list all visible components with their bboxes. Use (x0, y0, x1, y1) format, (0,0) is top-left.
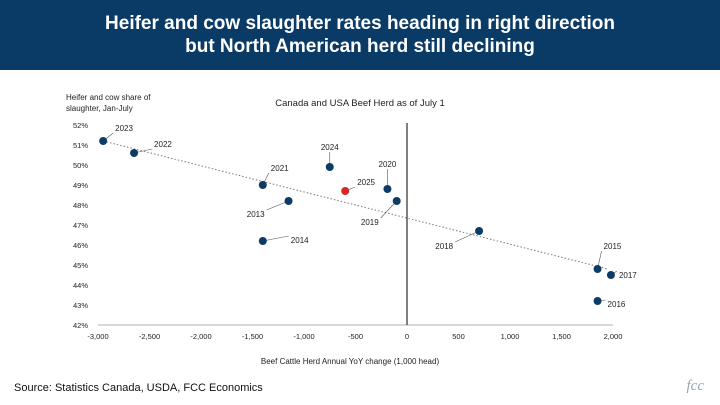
y-tick-label: 47% (73, 221, 88, 230)
data-point-2019 (392, 197, 401, 205)
x-tick-label: 0 (405, 332, 409, 341)
data-point-2020 (383, 185, 392, 193)
leader-line (262, 235, 289, 242)
x-axis-label: Beef Cattle Herd Annual YoY change (1,00… (261, 357, 440, 366)
data-point-2017 (606, 271, 615, 279)
x-tick-label: -2,000 (190, 332, 211, 341)
leader-line (454, 230, 480, 243)
x-tick-label: 2,000 (604, 332, 623, 341)
data-label-2013: 2013 (247, 210, 265, 219)
x-tick-label: 1,500 (552, 332, 571, 341)
data-label-2025: 2025 (357, 178, 375, 187)
data-point-2021 (258, 181, 267, 189)
data-point-2018 (475, 227, 484, 235)
y-tick-label: 46% (73, 241, 88, 250)
x-tick-label: -3,000 (87, 332, 108, 341)
data-label-2018: 2018 (435, 242, 453, 251)
data-point-2023 (99, 137, 108, 145)
data-label-2015: 2015 (604, 242, 622, 251)
data-point-2015 (593, 265, 602, 273)
data-point-2014 (258, 237, 267, 245)
x-tick-label: -500 (348, 332, 363, 341)
y-tick-label: 44% (73, 281, 88, 290)
data-label-2022: 2022 (154, 140, 172, 149)
data-label-2019: 2019 (361, 218, 379, 227)
page-title-line-2: but North American herd still declining (185, 36, 535, 57)
x-tick-label: 1,000 (501, 332, 520, 341)
data-label-2016: 2016 (608, 300, 626, 309)
data-point-2025 (341, 187, 350, 195)
chart-title: Canada and USA Beef Herd as of July 1 (275, 98, 445, 109)
trendline (103, 140, 608, 270)
y-tick-label: 45% (73, 261, 88, 270)
fcc-logo: fcc (686, 378, 704, 394)
y-tick-label: 48% (73, 201, 88, 210)
data-label-2024: 2024 (321, 143, 339, 152)
data-point-2024 (325, 163, 334, 171)
scatter-chart: Canada and USA Beef Herd as of July 1 He… (66, 93, 637, 366)
x-tick-label: -2,500 (139, 332, 160, 341)
data-label-2021: 2021 (271, 164, 289, 173)
y-tick-label: 42% (73, 321, 88, 330)
y-tick-label: 43% (73, 301, 88, 310)
y-axis-label-line-2: slaughter, Jan-July (66, 104, 133, 113)
data-point-2013 (284, 197, 293, 205)
data-point-2016 (593, 297, 602, 305)
y-tick-label: 51% (73, 141, 88, 150)
source-note: Source: Statistics Canada, USDA, FCC Eco… (14, 382, 263, 394)
y-tick-label: 49% (73, 181, 88, 190)
x-tick-label: -1,000 (293, 332, 314, 341)
plot-area: -3,000 -2,500 -2,000 -1,500 -1,000 -500 0 500 1,… (73, 121, 637, 341)
data-label-2017: 2017 (619, 271, 637, 280)
data-label-2014: 2014 (291, 236, 309, 245)
x-tick-label: -1,500 (242, 332, 263, 341)
y-axis-label-line-1: Heifer and cow share of (66, 93, 151, 102)
y-tick-label: 52% (73, 121, 88, 130)
page-title-line-1: Heifer and cow slaughter rates heading i… (105, 13, 615, 34)
x-tick-label: 500 (452, 332, 465, 341)
title-banner: Heifer and cow slaughter rates heading i… (0, 0, 720, 70)
y-tick-label: 50% (73, 161, 88, 170)
data-label-2020: 2020 (379, 160, 397, 169)
data-point-2022 (130, 149, 139, 157)
data-label-2023: 2023 (115, 124, 133, 133)
